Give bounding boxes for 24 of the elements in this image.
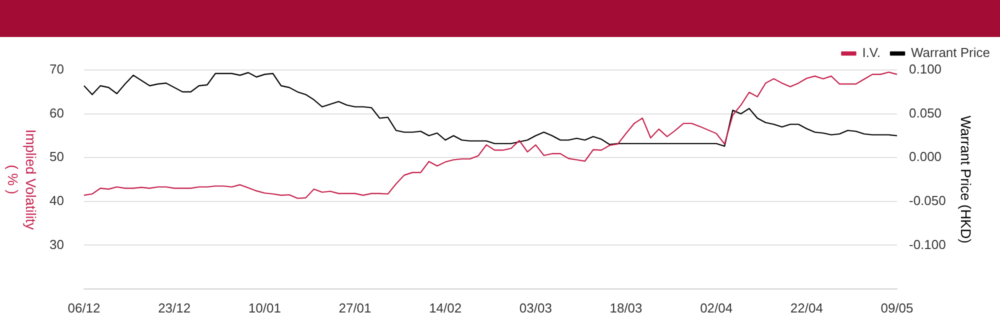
x-tick-label: 14/02 [429, 300, 462, 316]
y-tick-label: 60 [50, 105, 64, 120]
legend-label: I.V. [862, 45, 881, 60]
y2-tick-label: 0.100 [909, 62, 942, 77]
x-tick-label: 10/01 [248, 300, 281, 316]
x-tick-label: 06/12 [68, 300, 100, 316]
y-tick-label: 40 [50, 192, 64, 208]
x-tick-label: 27/01 [338, 300, 372, 316]
x-tick-label: 09/05 [880, 300, 914, 316]
y-tick-label: 70 [50, 62, 64, 77]
legend-label: Warrant Price [911, 45, 990, 60]
y2-tick-label: -0.100 [909, 236, 946, 252]
y-tick-label: 30 [50, 236, 64, 252]
x-tick-label: 02/04 [700, 300, 733, 316]
y2-tick-label: -0.050 [909, 192, 946, 208]
x-tick-label: 22/04 [790, 300, 823, 316]
y2-tick-label: 0.000 [909, 149, 942, 164]
x-tick-label: 18/03 [610, 300, 642, 316]
y2-axis-title: Warrant Price (HKD) [958, 116, 974, 244]
x-tick-label: 23/12 [158, 300, 191, 316]
y-axis-title: Implied Volatility ( % ) [5, 129, 40, 230]
x-tick-label: 03/03 [519, 300, 552, 316]
y2-tick-label: 0.050 [909, 105, 942, 120]
y-tick-label: 50 [50, 149, 64, 164]
